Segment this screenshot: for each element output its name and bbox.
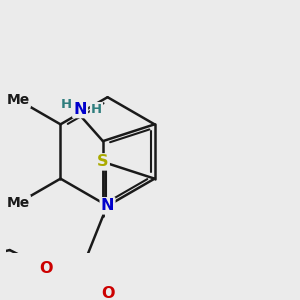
Text: H: H — [61, 98, 72, 111]
Text: Me: Me — [7, 196, 30, 210]
Text: H: H — [91, 103, 102, 116]
Text: O: O — [101, 286, 115, 300]
Text: N: N — [74, 102, 87, 117]
Text: N: N — [101, 198, 114, 213]
Text: O: O — [39, 261, 53, 276]
Text: S: S — [97, 154, 109, 169]
Text: Me: Me — [7, 93, 30, 107]
